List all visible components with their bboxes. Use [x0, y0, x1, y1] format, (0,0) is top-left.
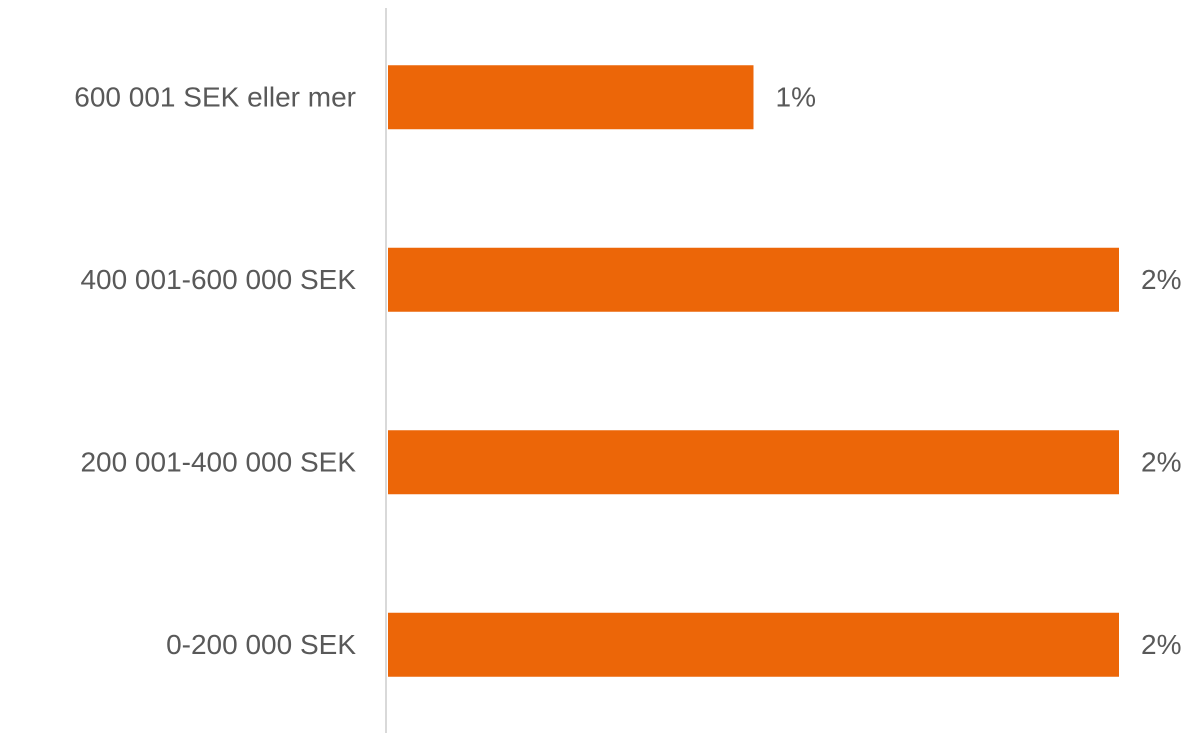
bar — [388, 612, 1119, 677]
bar — [388, 430, 1119, 495]
y-tick-label: 400 001-600 000 SEK — [80, 264, 356, 295]
y-tick-label: 200 001-400 000 SEK — [80, 447, 356, 478]
y-tick-label: 0-200 000 SEK — [166, 629, 356, 660]
y-tick-label: 600 001 SEK eller mer — [74, 82, 356, 113]
data-label: 1% — [776, 82, 816, 113]
data-label: 2% — [1141, 447, 1181, 478]
bar — [388, 247, 1119, 312]
data-label: 2% — [1141, 264, 1181, 295]
data-label: 2% — [1141, 629, 1181, 660]
bar — [388, 65, 754, 130]
